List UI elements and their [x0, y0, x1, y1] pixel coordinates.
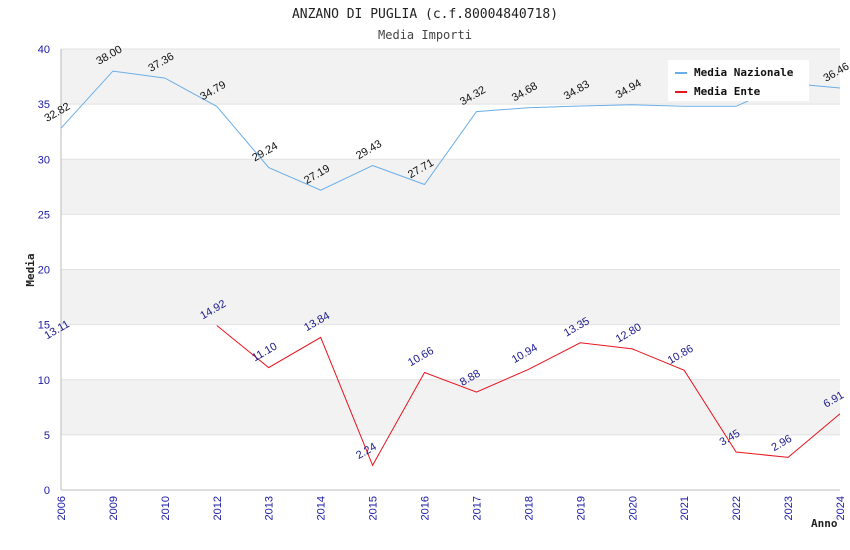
legend: Media Nazionale Media Ente — [668, 60, 809, 101]
x-axis-ticks: 2006 2009 2010 2012 2013 2014 2015 2016 2017 2018… — [56, 496, 847, 520]
grid-band — [61, 159, 840, 215]
x-tick-label: 2016 — [420, 496, 432, 520]
x-tick-label: 2013 — [264, 496, 276, 520]
chart-title: ANZANO DI PUGLIA (c.f.80004840718) — [292, 7, 558, 22]
x-axis-label: Anno — [811, 517, 838, 530]
x-tick-label: 2020 — [627, 496, 639, 520]
x-tick-label: 2021 — [679, 496, 691, 520]
legend-box — [668, 60, 809, 101]
chart-subtitle: Media Importi — [378, 28, 472, 42]
series-line-media-ente — [216, 325, 841, 467]
y-axis-ticks: 0 5 10 15 20 25 30 35 40 — [38, 44, 50, 497]
series-line-media-nazionale — [60, 70, 841, 191]
x-tick-label: 2010 — [160, 496, 172, 520]
y-tick-label: 20 — [38, 265, 50, 277]
y-tick-label: 25 — [38, 209, 50, 221]
legend-label: Media Nazionale — [694, 66, 794, 79]
x-tick-label: 2012 — [212, 496, 224, 520]
y-axis-label: Media — [24, 253, 37, 286]
grid-band — [61, 379, 840, 435]
x-tick-label: 2022 — [731, 496, 743, 520]
x-tick-label: 2017 — [471, 496, 483, 520]
grid-band — [61, 434, 840, 490]
grid-bands — [61, 48, 840, 491]
series-group — [60, 70, 841, 467]
x-tick-label: 2015 — [368, 496, 380, 520]
grid-band — [61, 214, 840, 270]
grid-band — [61, 324, 840, 380]
x-tick-label: 2009 — [108, 496, 120, 520]
x-tick-label: 2018 — [523, 496, 535, 520]
grid-band — [61, 104, 840, 160]
legend-label: Media Ente — [694, 85, 761, 98]
x-tick-label: 2024 — [835, 496, 847, 520]
y-tick-label: 0 — [44, 485, 50, 497]
x-tick-label: 2006 — [56, 496, 68, 520]
y-tick-label: 35 — [38, 99, 50, 111]
x-tick-label: 2023 — [783, 496, 795, 520]
y-tick-label: 15 — [38, 320, 50, 332]
x-tick-label: 2019 — [575, 496, 587, 520]
y-tick-label: 10 — [38, 375, 50, 387]
x-tick-label: 2014 — [316, 496, 328, 520]
y-tick-label: 40 — [38, 44, 50, 56]
grid-band — [61, 269, 840, 325]
y-tick-label: 5 — [44, 430, 50, 442]
y-tick-label: 30 — [38, 154, 50, 166]
